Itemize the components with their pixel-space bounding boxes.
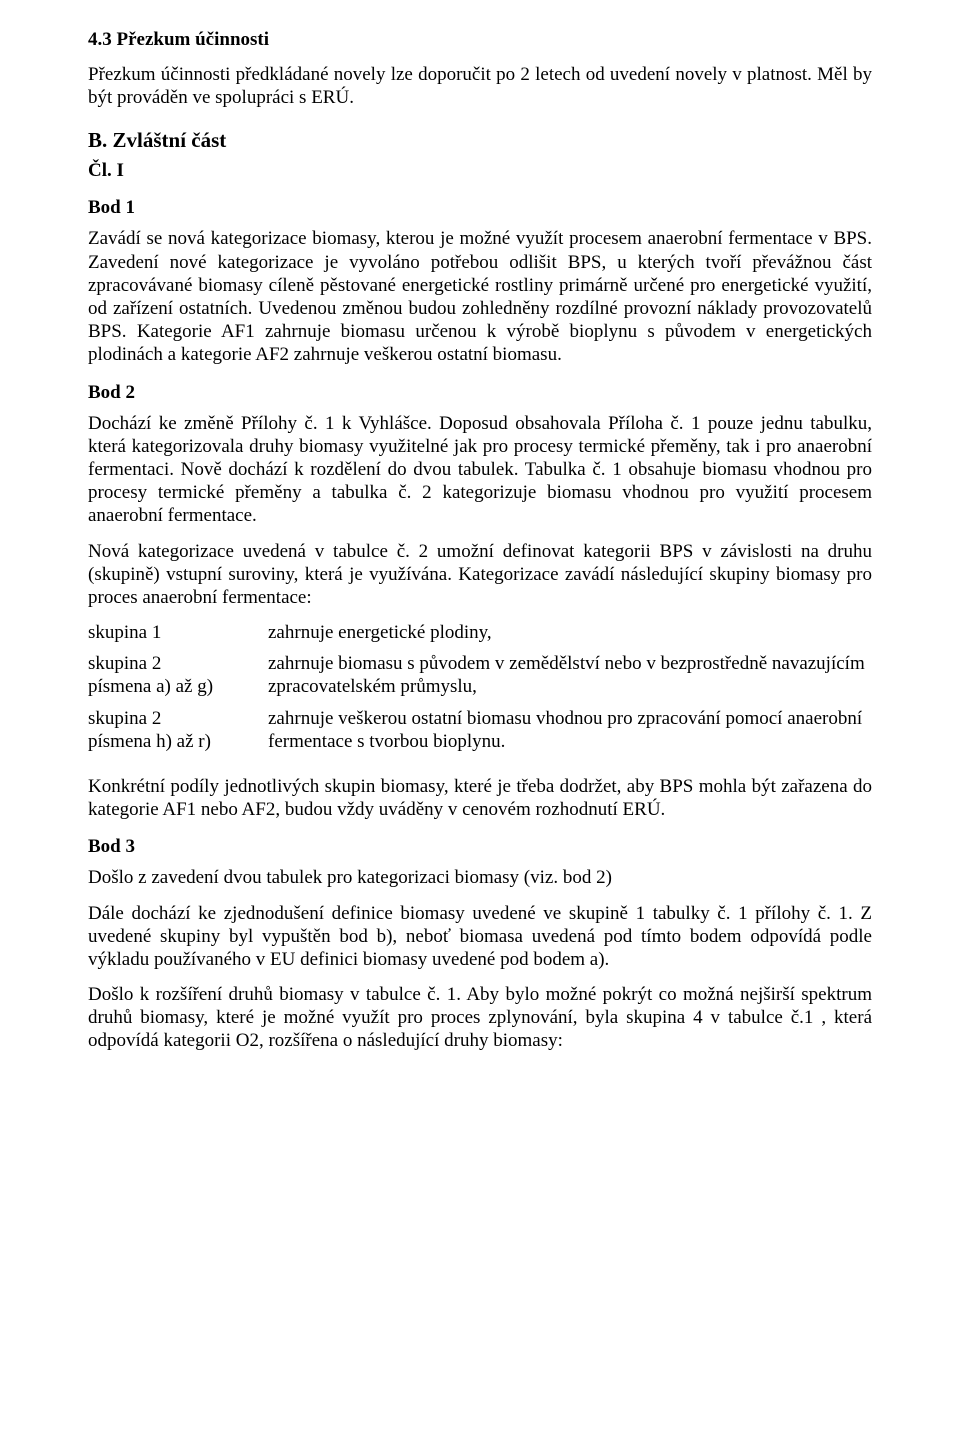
para-section-4-3: Přezkum účinnosti předkládané novely lze… xyxy=(88,63,872,109)
para-point-2c: Konkrétní podíly jednotlivých skupin bio… xyxy=(88,775,872,821)
group-row: skupina 2 písmena a) až g) zahrnuje biom… xyxy=(88,652,872,706)
heading-part-b: B. Zvláštní část xyxy=(88,128,872,154)
group-label-line2: písmena h) až r) xyxy=(88,730,260,753)
group-label-line1: skupina 2 xyxy=(88,707,260,730)
para-point-2b: Nová kategorizace uvedená v tabulce č. 2… xyxy=(88,540,872,610)
heading-point-2: Bod 2 xyxy=(88,381,872,404)
para-point-2a: Dochází ke změně Přílohy č. 1 k Vyhlášce… xyxy=(88,412,872,528)
heading-article-i: Čl. I xyxy=(88,159,872,182)
group-label-line1: skupina 1 xyxy=(88,621,260,644)
heading-point-3: Bod 3 xyxy=(88,835,872,858)
group-row: skupina 1 zahrnuje energetické plodiny, xyxy=(88,621,872,652)
group-label: skupina 2 písmena a) až g) xyxy=(88,652,268,706)
groups-list: skupina 1 zahrnuje energetické plodiny, … xyxy=(88,621,872,761)
group-label-line1: skupina 2 xyxy=(88,652,260,675)
group-desc: zahrnuje energetické plodiny, xyxy=(268,621,872,652)
group-label: skupina 2 písmena h) až r) xyxy=(88,707,268,761)
group-row: skupina 2 písmena h) až r) zahrnuje vešk… xyxy=(88,707,872,761)
para-point-3b: Dále dochází ke zjednodušení definice bi… xyxy=(88,902,872,972)
group-label: skupina 1 xyxy=(88,621,268,652)
para-point-1: Zavádí se nová kategorizace biomasy, kte… xyxy=(88,227,872,366)
group-desc: zahrnuje biomasu s původem v zemědělství… xyxy=(268,652,872,706)
group-label-line2: písmena a) až g) xyxy=(88,675,260,698)
para-point-3a: Došlo z zavedení dvou tabulek pro katego… xyxy=(88,866,872,889)
group-desc: zahrnuje veškerou ostatní biomasu vhodno… xyxy=(268,707,872,761)
para-point-3c: Došlo k rozšíření druhů biomasy v tabulc… xyxy=(88,983,872,1053)
heading-point-1: Bod 1 xyxy=(88,196,872,219)
heading-section-4-3: 4.3 Přezkum účinnosti xyxy=(88,28,872,51)
